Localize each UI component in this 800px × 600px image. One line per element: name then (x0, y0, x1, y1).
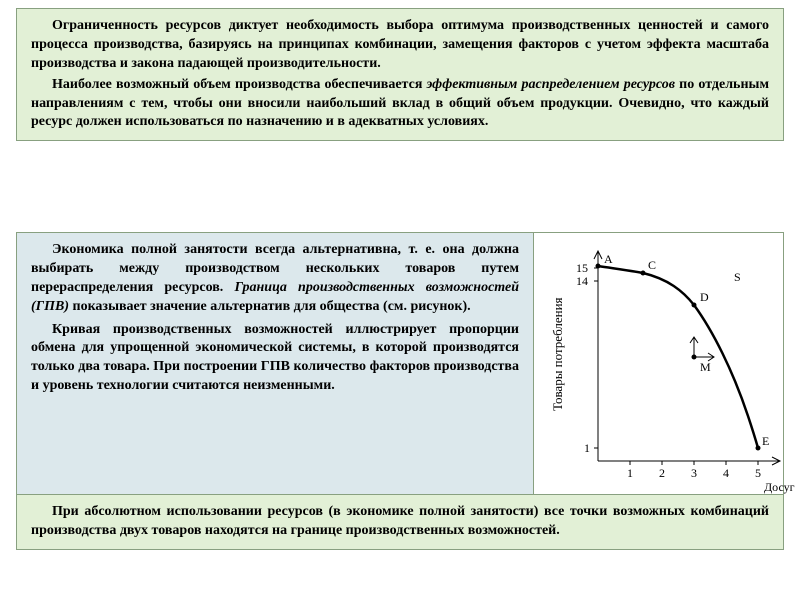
conclusion-box: При абсолютном использовании ресурсов (в… (16, 494, 784, 550)
gpv-paragraph-2: Кривая производственных возможностей илл… (31, 321, 519, 397)
lbl-s: S (734, 270, 741, 284)
xlbl-4: 4 (723, 466, 729, 480)
xlbl-1: 1 (627, 466, 633, 480)
gpv-paragraph-1: Экономика полной занятости всегда альтер… (31, 241, 519, 317)
intro-box: Ограниченность ресурсов диктует необходи… (16, 8, 784, 141)
lbl-e: E (762, 434, 769, 448)
chart-x-label: Досуг (764, 480, 795, 494)
x-ticks: 1 2 3 4 5 (627, 461, 761, 480)
pt-a (596, 264, 601, 269)
pt-m-group (690, 337, 714, 361)
intro-paragraph-1: Ограниченность ресурсов диктует необходи… (31, 17, 769, 74)
y-ticks: 1 14 15 (576, 261, 598, 455)
pt-d (692, 303, 697, 308)
chart-y-label: Товары потребления (550, 297, 565, 411)
ylbl-14: 14 (576, 274, 588, 288)
pt-e (756, 446, 761, 451)
lbl-m: M (700, 360, 711, 374)
xlbl-2: 2 (659, 466, 665, 480)
ppf-chart-svg: Товары потребления 1 2 3 4 5 Досуг (548, 241, 796, 499)
pt-c (641, 271, 646, 276)
xlbl-5: 5 (755, 466, 761, 480)
intro-p2-emph: эффективным распределением ресурсов (427, 77, 675, 92)
middle-row: Экономика полной занятости всегда альтер… (16, 232, 784, 508)
lbl-a: A (604, 252, 613, 266)
intro-p2-a: Наиболее возможный объем производства об… (52, 77, 427, 92)
lbl-c: C (648, 258, 656, 272)
gpv-text-box: Экономика полной занятости всегда альтер… (16, 232, 534, 508)
ylbl-15: 15 (576, 261, 588, 275)
ppf-curve (598, 266, 758, 448)
gpv-p1-c: показывает значение альтернатив для обще… (69, 299, 471, 314)
lbl-d: D (700, 290, 709, 304)
conclusion-paragraph: При абсолютном использовании ресурсов (в… (31, 503, 769, 541)
xlbl-3: 3 (691, 466, 697, 480)
ylbl-1: 1 (584, 441, 590, 455)
intro-paragraph-2: Наиболее возможный объем производства об… (31, 76, 769, 133)
ppf-chart: Товары потребления 1 2 3 4 5 Досуг (534, 232, 784, 508)
